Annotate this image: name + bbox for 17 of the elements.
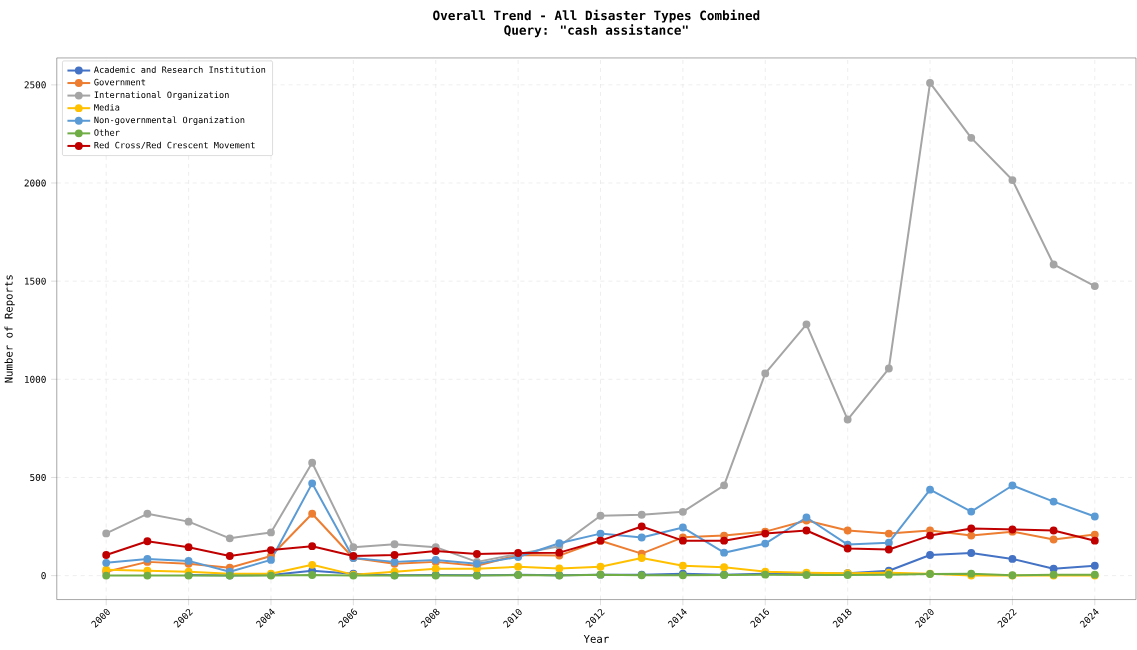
legend-label: Red Cross/Red Crescent Movement [94, 141, 255, 150]
y-tick-label: 500 [30, 474, 46, 482]
y-tick-label: 2000 [24, 179, 46, 187]
legend-label: Academic and Research Institution [93, 66, 266, 74]
legend-label: Other [94, 129, 120, 137]
y-tick-label: 1000 [25, 376, 46, 384]
legend-label: International Organization [94, 91, 229, 100]
y-tick-label: 2500 [24, 81, 46, 89]
y-tick-label: 0 [41, 572, 46, 580]
y-axis-title: Number of Reports [4, 275, 15, 383]
legend-label: Government [94, 79, 146, 86]
y-tick-label: 1500 [25, 277, 46, 285]
chart-title: Overall Trend - All Disaster Types Combined [433, 9, 760, 23]
legend-label: Media [94, 104, 120, 111]
legend-label: Non-governmental Organization [94, 116, 245, 126]
x-axis-title: Year [583, 635, 609, 644]
chart-subtitle: Query: "cash assistance" [504, 24, 688, 38]
